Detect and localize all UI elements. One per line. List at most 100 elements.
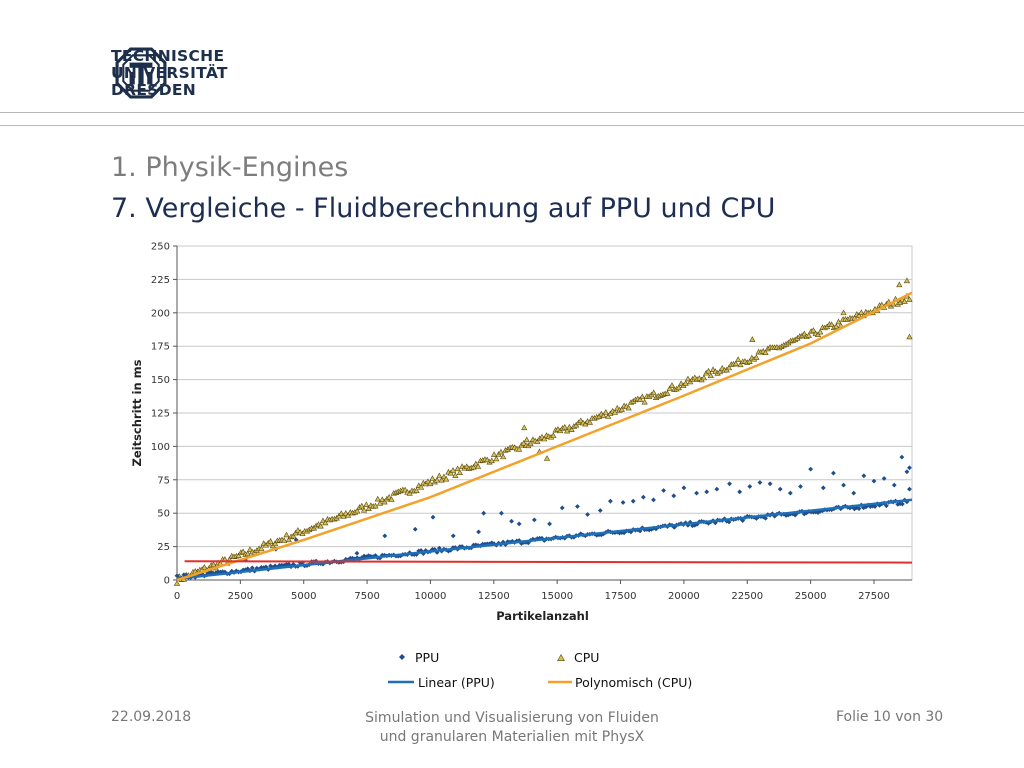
cpu-point (550, 432, 557, 438)
cpu-point (372, 502, 379, 509)
cpu-point (746, 358, 753, 365)
y-tick-label: 75 (157, 475, 170, 486)
ppu-point (757, 480, 763, 485)
cpu-point (600, 412, 607, 419)
cpu-point (173, 580, 181, 586)
ppu-point (585, 512, 590, 517)
legend-ppu-marker (399, 654, 405, 660)
cpu-point (725, 364, 733, 371)
cpu-point (433, 476, 441, 483)
y-tick-label: 50 (157, 509, 170, 520)
x-tick-label: 2500 (228, 591, 253, 602)
ppu-point (881, 476, 887, 481)
ppu-point (499, 510, 504, 516)
ppu-point (747, 484, 753, 489)
cpu-point (735, 356, 742, 362)
ppu-point (851, 490, 857, 496)
legend-poly-cpu-label: Polynomisch (CPU) (575, 675, 692, 690)
x-tick-label: 20000 (668, 591, 700, 602)
y-tick-label: 225 (151, 275, 170, 286)
cpu-point (749, 336, 756, 342)
ppu-point (763, 515, 768, 521)
ppu-point (787, 490, 793, 496)
cpu-point (488, 457, 495, 464)
cpu-point (563, 427, 571, 434)
cpu-point (452, 472, 459, 478)
ppu-point (767, 481, 773, 487)
ppu-point (382, 533, 388, 539)
ppu-point (861, 473, 867, 479)
cpu-point (896, 281, 903, 288)
cpu-point (906, 333, 913, 340)
footer-title-line-1: Simulation und Visualisierung von Fluide… (365, 710, 659, 726)
ppu-point (471, 542, 476, 548)
cpu-point (684, 375, 692, 382)
ppu-point (884, 503, 889, 509)
cpu-point (358, 502, 365, 509)
cpu-point (801, 330, 808, 337)
cpu-point (322, 519, 329, 526)
ppu-point (481, 510, 487, 516)
cpu-point (388, 496, 395, 502)
ppu-point (714, 486, 720, 492)
ppu-point (852, 506, 857, 512)
cpu-point (906, 296, 913, 302)
ppu-point (831, 470, 836, 476)
legend: PPU CPU Linear (PPU) Polynomisch (CPU) (388, 650, 692, 690)
footer-presentation-title: Simulation und Visualisierung von Fluide… (0, 709, 1024, 747)
ppu-point (354, 550, 360, 556)
cpu-point (833, 323, 840, 329)
cpu-point (805, 332, 812, 338)
cpu-point (605, 413, 612, 419)
cpu-point (417, 484, 425, 490)
cpu-point (664, 390, 671, 396)
cpu-point (814, 331, 822, 338)
cpu-point (641, 398, 648, 405)
ppu-point (871, 478, 877, 484)
x-axis-title: Partikelanzahl (496, 609, 589, 623)
cpu-point (636, 396, 644, 402)
ppu-point (559, 505, 565, 511)
cpu-point (413, 487, 420, 493)
cpu-point (521, 424, 528, 431)
cpu-point (354, 507, 361, 514)
cpu-point (438, 476, 445, 483)
cpu-point (516, 445, 523, 452)
y-tick-label: 25 (157, 542, 170, 553)
ppu-point (174, 573, 180, 579)
cpu-point (436, 472, 443, 479)
cpu-point (810, 327, 817, 333)
cpu-point (753, 354, 760, 360)
y-tick-label: 150 (151, 375, 170, 386)
cpu-point (541, 435, 548, 442)
cpu-point (456, 469, 463, 475)
ppu-point (808, 466, 814, 472)
cpu-point (901, 298, 908, 304)
cpu-point (682, 380, 689, 386)
y-axis-title: Zeitschritt in ms (130, 359, 144, 466)
y-tick-label: 175 (151, 342, 170, 353)
cpu-point (840, 309, 847, 316)
y-tick-label: 250 (151, 242, 170, 253)
ppu-point (245, 566, 251, 572)
legend-linear-ppu-label: Linear (PPU) (418, 675, 495, 690)
ppu-point (450, 533, 456, 539)
cpu-point (440, 473, 447, 480)
ppu-point (547, 521, 552, 527)
y-tick-label: 0 (164, 576, 170, 587)
x-tick-label: 7500 (354, 591, 379, 602)
cpu-point (543, 455, 551, 461)
cpu-point (855, 312, 863, 318)
ppu-point (597, 508, 603, 513)
grid-lines (176, 245, 913, 581)
x-tick-label: 12500 (478, 591, 510, 602)
cpu-point (561, 423, 568, 430)
x-tick-label: 25000 (795, 591, 827, 602)
ppu-point (899, 454, 905, 460)
legend-ppu-label: PPU (415, 650, 439, 665)
ppu-point (661, 488, 667, 493)
ppu-point (671, 493, 677, 499)
cpu-point (707, 372, 714, 379)
cpu-point (427, 480, 434, 487)
cpu-point (568, 426, 575, 433)
